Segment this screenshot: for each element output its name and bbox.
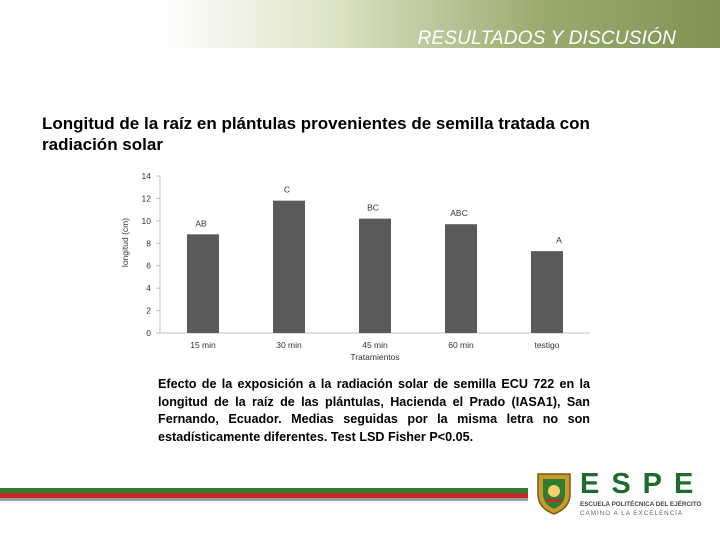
x-tick-label: testigo bbox=[534, 340, 559, 350]
y-tick-label: 0 bbox=[146, 328, 151, 338]
x-axis-label: Tratamientos bbox=[350, 352, 399, 362]
shield-icon bbox=[537, 473, 571, 515]
logo-motto: CAMINO A LA EXCELENCIA bbox=[580, 510, 684, 517]
bar bbox=[187, 234, 219, 333]
x-tick-label: 45 min bbox=[362, 340, 388, 350]
bar-data-label: C bbox=[284, 185, 290, 195]
y-tick-label: 14 bbox=[142, 171, 152, 181]
stripe-red bbox=[0, 493, 528, 498]
y-tick-label: 8 bbox=[146, 238, 151, 248]
x-tick-label: 15 min bbox=[190, 340, 216, 350]
y-tick-label: 4 bbox=[146, 283, 151, 293]
stripe-gray bbox=[0, 498, 528, 501]
bar-data-label: ABC bbox=[450, 208, 467, 218]
x-tick-label: 60 min bbox=[448, 340, 474, 350]
logo-subtitle: ESCUELA POLITÉCNICA DEL EJÉRCITO bbox=[580, 501, 702, 508]
bar bbox=[531, 251, 563, 333]
bar-data-label: BC bbox=[367, 203, 379, 213]
bar bbox=[359, 218, 391, 333]
section-title: RESULTADOS Y DISCUSIÓN bbox=[417, 28, 676, 49]
x-tick-label: 30 min bbox=[276, 340, 302, 350]
bar-data-label: A bbox=[556, 235, 562, 245]
y-tick-label: 2 bbox=[146, 306, 151, 316]
y-tick-label: 6 bbox=[146, 261, 151, 271]
footer-stripes bbox=[0, 488, 528, 504]
bar bbox=[273, 200, 305, 333]
logo-text: ESPE bbox=[580, 468, 706, 500]
figure-caption: Efecto de la exposición a la radiación s… bbox=[158, 377, 590, 444]
bar-data-label: AB bbox=[195, 218, 207, 228]
stripe-green bbox=[0, 488, 528, 493]
bar bbox=[445, 224, 477, 333]
y-tick-label: 10 bbox=[142, 216, 152, 226]
espe-logo: ESPE ESCUELA POLITÉCNICA DEL EJÉRCITO CA… bbox=[530, 468, 720, 518]
slide-title: Longitud de la raíz en plántulas proveni… bbox=[42, 114, 590, 154]
y-tick-label: 12 bbox=[142, 193, 152, 203]
header-band bbox=[0, 0, 720, 48]
y-axis-label: longitud (cm) bbox=[120, 218, 130, 267]
